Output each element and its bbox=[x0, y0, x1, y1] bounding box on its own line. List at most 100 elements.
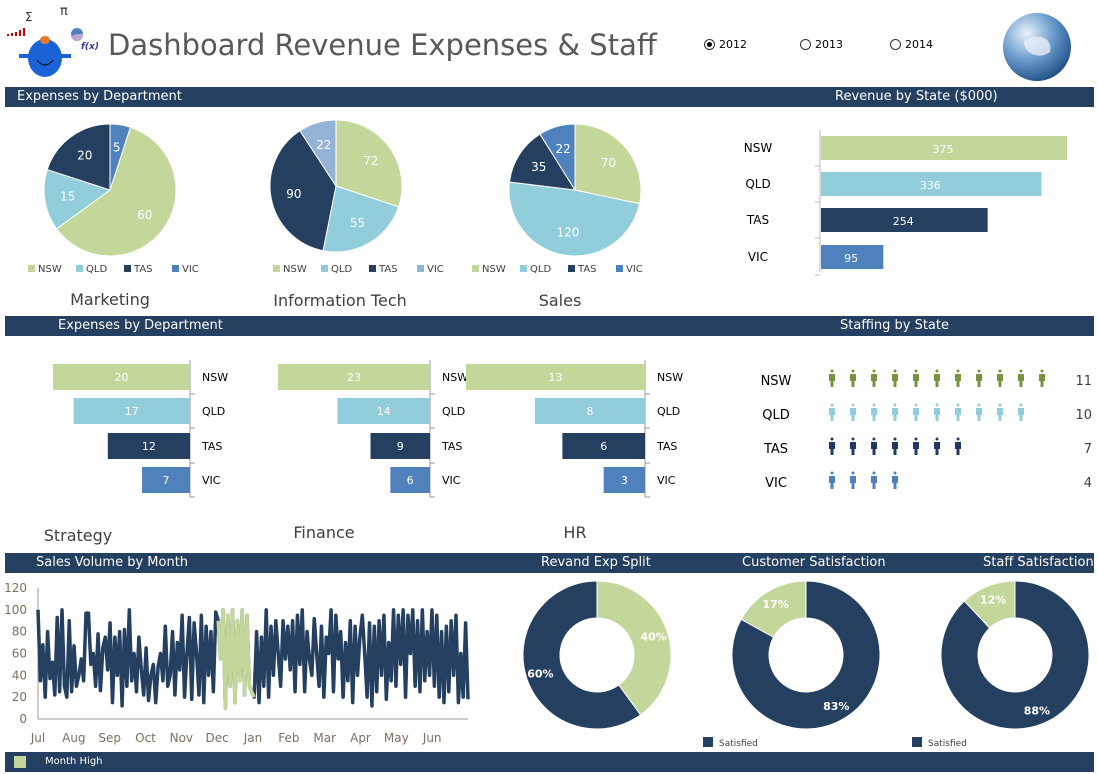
donut-slice-main bbox=[731, 580, 881, 730]
donut-data-label: 83% bbox=[823, 700, 849, 713]
month-high-swatch bbox=[14, 756, 26, 768]
bar-nsw bbox=[821, 136, 1067, 160]
year-radio-2012[interactable]: 2012 bbox=[704, 38, 747, 51]
person-icon bbox=[1018, 369, 1024, 387]
x-tick-label: Apr bbox=[350, 731, 371, 745]
bar-data-label: 9 bbox=[397, 440, 404, 453]
pie-data-label: 72 bbox=[363, 154, 378, 168]
legend-swatch-qld bbox=[520, 265, 527, 272]
person-icon bbox=[850, 437, 856, 455]
bar-data-label: 336 bbox=[920, 179, 941, 192]
month-high-label: Month High bbox=[45, 756, 103, 767]
legend-label: TAS bbox=[378, 264, 398, 275]
bar-qld bbox=[337, 398, 430, 424]
person-icon bbox=[913, 403, 919, 421]
section-header-row1: Expenses by Department Revenue by State … bbox=[5, 87, 1094, 107]
bar-nsw bbox=[53, 364, 190, 390]
bar-data-label: 3 bbox=[621, 474, 628, 487]
radio-label: 2013 bbox=[815, 38, 843, 51]
year-radio-2013[interactable]: 2013 bbox=[800, 38, 843, 51]
category-label: NSW bbox=[657, 371, 683, 384]
donut-slice-main bbox=[522, 580, 642, 730]
year-radio-2014[interactable]: 2014 bbox=[890, 38, 933, 51]
strategy-chart-title: Strategy bbox=[43, 526, 113, 545]
x-tick-label: Jul bbox=[30, 731, 45, 745]
donut-data-label: 60% bbox=[527, 667, 553, 680]
person-icon bbox=[976, 369, 982, 387]
bar-data-label: 8 bbox=[586, 405, 593, 418]
globe-icon bbox=[1003, 13, 1071, 81]
radio-icon[interactable] bbox=[800, 39, 811, 50]
pie-slice-tas bbox=[46, 123, 111, 191]
legend-label: VIC bbox=[427, 264, 444, 275]
pie-data-label: 22 bbox=[556, 142, 571, 156]
bar-tas bbox=[562, 433, 645, 459]
person-icon bbox=[871, 403, 877, 421]
legend-label: NSW bbox=[283, 264, 307, 275]
legend-label: Satisfied bbox=[928, 739, 967, 749]
person-icon bbox=[955, 369, 961, 387]
bar-vic bbox=[603, 467, 645, 493]
bar-vic bbox=[390, 467, 430, 493]
radio-label: 2014 bbox=[905, 38, 933, 51]
staff-satisfaction-heading: Staff Satisfaction bbox=[983, 555, 1094, 570]
category-label: TAS bbox=[656, 440, 677, 453]
mascot-icon bbox=[7, 28, 84, 77]
person-icon bbox=[850, 403, 856, 421]
person-icon bbox=[913, 437, 919, 455]
customer-satisfaction-heading: Customer Satisfaction bbox=[742, 555, 886, 570]
y-tick-label: 100 bbox=[4, 603, 27, 617]
legend-label: QLD bbox=[530, 264, 551, 275]
pie-data-label: 70 bbox=[601, 156, 616, 170]
radio-icon[interactable] bbox=[890, 39, 901, 50]
legend-swatch-qld bbox=[76, 265, 83, 272]
bar-data-label: 13 bbox=[549, 371, 563, 384]
bar-nsw bbox=[278, 364, 430, 390]
person-icon bbox=[934, 403, 940, 421]
donut-data-label: 12% bbox=[980, 594, 1006, 607]
pie-slice-tas bbox=[508, 133, 576, 191]
staff-count: 10 bbox=[1075, 408, 1092, 423]
legend-swatch-satisfied bbox=[703, 737, 713, 747]
bar-vic bbox=[142, 467, 190, 493]
person-icon bbox=[850, 471, 856, 489]
category-label: QLD bbox=[762, 408, 790, 423]
bar-data-label: 6 bbox=[407, 474, 414, 487]
category-label: NSW bbox=[761, 374, 792, 389]
category-label: VIC bbox=[202, 474, 221, 487]
person-icon bbox=[892, 403, 898, 421]
legend-swatch-satisfied bbox=[912, 737, 922, 747]
category-label: TAS bbox=[746, 213, 769, 227]
rev-exp-split-heading: Revand Exp Split bbox=[541, 555, 651, 570]
bar-data-label: 20 bbox=[115, 371, 129, 384]
legend-label: QLD bbox=[86, 264, 107, 275]
legend-swatch-vic bbox=[417, 265, 424, 272]
legend-label: QLD bbox=[331, 264, 352, 275]
bar-data-label: 17 bbox=[125, 405, 139, 418]
it-chart-title: Information Tech bbox=[273, 291, 407, 310]
legend-swatch-tas bbox=[568, 265, 575, 272]
sigma-symbol: Σ bbox=[25, 10, 33, 24]
person-icon bbox=[913, 369, 919, 387]
person-icon bbox=[997, 403, 1003, 421]
legend-swatch-nsw bbox=[472, 265, 479, 272]
bar-qld bbox=[821, 172, 1042, 196]
pie-slice-vic bbox=[539, 123, 576, 192]
person-icon bbox=[871, 437, 877, 455]
category-label: VIC bbox=[657, 474, 676, 487]
pie-slice-vic bbox=[299, 119, 337, 188]
person-icon bbox=[955, 437, 961, 455]
person-icon bbox=[892, 369, 898, 387]
x-tick-label: Jan bbox=[243, 731, 263, 745]
person-icon bbox=[871, 369, 877, 387]
y-tick-label: 0 bbox=[19, 712, 27, 726]
donut-data-label: 17% bbox=[763, 598, 789, 611]
legend-label: TAS bbox=[133, 264, 153, 275]
radio-icon[interactable] bbox=[704, 39, 715, 50]
pie-slice-qld bbox=[43, 168, 112, 230]
page-title: Dashboard Revenue Expenses & Staff bbox=[108, 28, 657, 62]
bar-qld bbox=[73, 398, 190, 424]
y-tick-label: 80 bbox=[12, 625, 27, 639]
category-label: VIC bbox=[765, 476, 787, 491]
y-tick-label: 120 bbox=[4, 581, 27, 595]
